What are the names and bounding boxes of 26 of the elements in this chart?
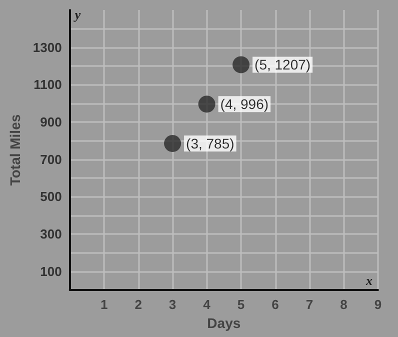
y-tick-label: 500 (40, 189, 62, 204)
x-tick-label: 8 (340, 297, 348, 312)
x-tick-label: 3 (168, 297, 176, 312)
x-tick-label: 7 (306, 297, 314, 312)
annotation: x (365, 273, 373, 288)
y-axis-title: Total Miles (7, 114, 23, 186)
y-tick-label: 900 (40, 114, 62, 130)
x-tick-label: 1 (100, 297, 108, 312)
y-tick-label: 1100 (34, 77, 62, 92)
data-label: (3, 785) (186, 135, 234, 152)
y-tick-label: 300 (40, 226, 62, 242)
x-axis-title: Days (207, 314, 241, 331)
x-tick-label: 5 (237, 297, 245, 312)
annotation: y (72, 7, 81, 22)
y-tick-label: 1300 (32, 40, 62, 55)
y-tick-label: 700 (40, 152, 62, 167)
x-tick-label: 4 (203, 297, 212, 312)
data-label: (4, 996) (220, 96, 269, 112)
x-tick-label: 6 (272, 297, 279, 312)
point (164, 134, 182, 152)
x-tick-label: 9 (374, 297, 382, 312)
data-label: (5, 1207) (254, 56, 311, 73)
point (198, 96, 216, 113)
point (232, 56, 250, 74)
x-tick-label: 2 (134, 297, 142, 312)
y-tick-label: 100 (40, 264, 62, 279)
